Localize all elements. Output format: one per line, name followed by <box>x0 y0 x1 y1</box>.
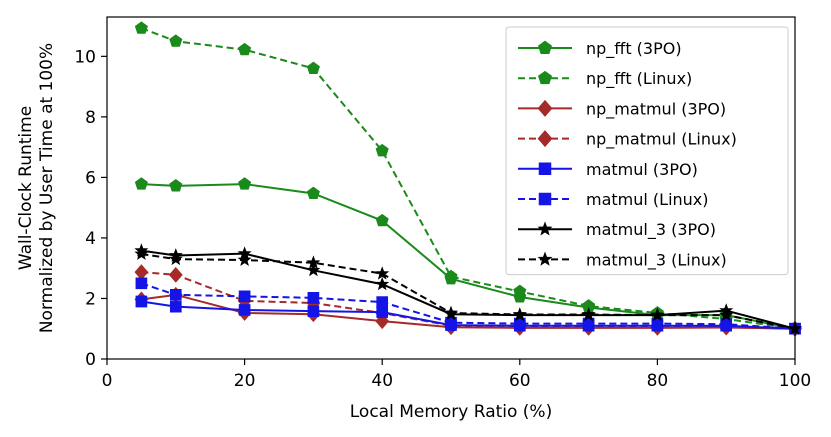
data-point <box>376 306 389 318</box>
data-point <box>238 304 251 316</box>
data-point <box>375 213 389 227</box>
legend-label: matmul_3 (Linux) <box>586 250 727 270</box>
data-point <box>307 305 320 318</box>
data-point <box>134 21 148 34</box>
data-point <box>135 277 148 290</box>
legend-marker <box>537 130 553 148</box>
legend-marker <box>538 192 552 206</box>
y-tick-label: 6 <box>85 168 96 188</box>
data-point <box>650 307 665 322</box>
data-point <box>306 262 321 277</box>
legend-label: matmul (Linux) <box>586 190 709 209</box>
data-point <box>134 246 149 260</box>
x-tick-label: 0 <box>102 371 113 391</box>
data-point <box>238 42 252 56</box>
data-point <box>513 284 527 298</box>
data-point <box>135 295 148 308</box>
data-point <box>375 276 390 291</box>
data-point <box>168 251 183 266</box>
legend-marker <box>537 99 553 117</box>
data-point <box>134 264 149 281</box>
data-point <box>375 313 390 330</box>
legend-label: matmul (3PO) <box>586 160 698 179</box>
data-point <box>169 179 183 192</box>
x-tick-label: 60 <box>509 371 531 391</box>
data-point <box>375 266 390 280</box>
data-point <box>444 305 458 319</box>
legend-marker <box>538 162 552 176</box>
x-axis-title: Local Memory Ratio (%) <box>350 402 552 422</box>
data-point <box>169 300 182 313</box>
x-tick-label: 40 <box>371 371 393 391</box>
data-point <box>238 177 252 190</box>
data-point <box>376 296 389 308</box>
legend: np_fft (3PO) np_fft (Linux) np_matmul (3PO… <box>505 26 789 276</box>
data-point <box>306 255 321 269</box>
y-tick-label: 4 <box>85 229 96 249</box>
data-point <box>134 177 148 190</box>
data-point <box>307 292 320 304</box>
legend-label: np_fft (Linux) <box>586 69 692 89</box>
legend-label: matmul_3 (3PO) <box>586 220 716 240</box>
y-axis-title-line-1: Wall-Clock Runtime <box>16 106 36 270</box>
data-point <box>306 186 320 200</box>
x-tick-label: 100 <box>779 371 811 391</box>
data-point <box>237 252 252 266</box>
axis-ticks: 0 20 40 60 80 100 0 2 4 6 8 10 <box>74 47 811 391</box>
data-point <box>444 269 458 283</box>
x-tick-label: 80 <box>647 371 669 391</box>
legend-label: np_matmul (Linux) <box>586 130 737 150</box>
legend-marker <box>537 40 553 54</box>
plot-area <box>134 21 802 337</box>
data-point <box>168 266 183 283</box>
data-point <box>306 61 320 75</box>
legend-marker <box>537 221 553 236</box>
data-point <box>169 289 182 301</box>
legend-box <box>505 26 789 276</box>
y-axis-title-line-2: Normalized by User Time at 100% <box>37 43 57 333</box>
series-5 <box>135 277 801 335</box>
y-tick-label: 10 <box>74 47 96 67</box>
data-point <box>169 34 183 47</box>
legend-label: np_fft (3PO) <box>586 39 682 59</box>
axes-frame <box>106 16 796 360</box>
data-point <box>375 143 389 157</box>
legend-label: np_matmul (3PO) <box>586 99 726 119</box>
x-tick-label: 20 <box>234 371 256 391</box>
legend-marker <box>537 251 553 266</box>
data-point <box>581 307 596 321</box>
data-point <box>512 307 527 321</box>
y-tick-label: 8 <box>85 108 96 128</box>
data-point <box>238 290 251 303</box>
y-tick-label: 0 <box>85 350 96 370</box>
y-tick-label: 2 <box>85 289 96 309</box>
legend-marker <box>537 70 553 85</box>
data-point <box>719 307 734 322</box>
